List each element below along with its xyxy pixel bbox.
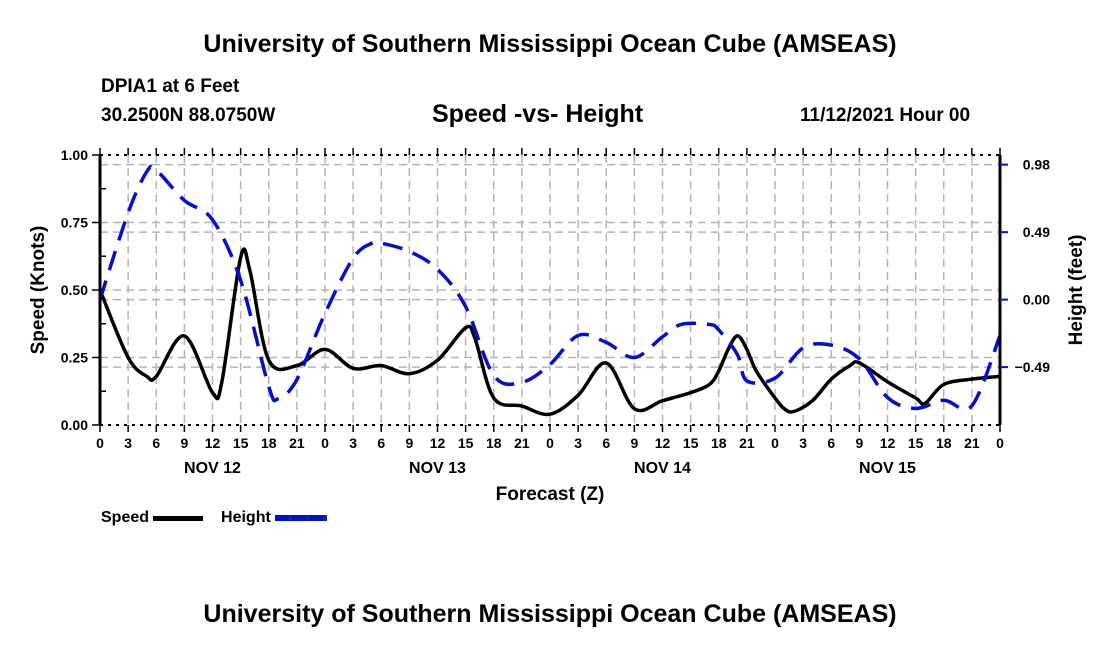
legend-height-swatch <box>274 515 327 521</box>
x-tick-label: 12 <box>880 435 896 451</box>
y-tick-label: 1.00 <box>61 147 88 163</box>
x-tick-label: 15 <box>908 435 924 451</box>
x-tick-label: 15 <box>683 435 699 451</box>
x-tick-label: 3 <box>799 435 807 451</box>
x-tick-label: 9 <box>405 435 413 451</box>
y2-tick-label: 0.49 <box>1023 224 1050 240</box>
x-tick-label: 12 <box>655 435 671 451</box>
x-tick-label: 0 <box>996 435 1004 451</box>
y-axis-label: Speed (Knots) <box>28 226 49 355</box>
x-tick-label: 15 <box>233 435 249 451</box>
legend-speed-swatch <box>153 515 204 521</box>
x-tick-label: 15 <box>458 435 474 451</box>
x-tick-label: 18 <box>936 435 952 451</box>
x-tick-label: 12 <box>205 435 221 451</box>
y-tick-label: 0.25 <box>61 350 88 366</box>
x-tick-label: 21 <box>289 435 305 451</box>
series-group <box>98 164 1002 417</box>
chart-title: Speed -vs- Height <box>432 100 644 128</box>
x-tick-label: 6 <box>827 435 835 451</box>
x-tick-label: 6 <box>152 435 160 451</box>
x-tick-label: 3 <box>349 435 357 451</box>
axes: 0 3 6 9 12 15 18 21 0 3 6 9 12 15 18 21 0 3 6 9 12 15 18 21 0 3 6 9… <box>61 147 1050 477</box>
coordinates-label: 30.2500N 88.0750W <box>101 105 276 126</box>
datetime-label: 11/12/2021 Hour 00 <box>800 105 971 126</box>
main-title: University of Southern Mississippi Ocean… <box>203 30 897 58</box>
day-label: NOV 15 <box>859 460 916 477</box>
x-tick-label: 0 <box>96 435 104 451</box>
x-tick-label: 3 <box>124 435 132 451</box>
x-tick-label: 12 <box>430 435 446 451</box>
day-label: NOV 14 <box>634 460 691 477</box>
y-tick-label: 0.50 <box>61 282 88 298</box>
footer-title: University of Southern Mississippi Ocean… <box>203 600 897 628</box>
y2-tick-label: −0.49 <box>1015 359 1051 375</box>
x-tick-label: 0 <box>321 435 329 451</box>
y-tick-label: 0.75 <box>61 215 88 231</box>
station-label: DPIA1 at 6 Feet <box>101 76 240 97</box>
x-tick-label: 0 <box>546 435 554 451</box>
x-tick-label: 18 <box>261 435 277 451</box>
legend: Speed Height <box>101 509 327 527</box>
x-tick-label: 21 <box>514 435 530 451</box>
y2-tick-label: 0.98 <box>1023 157 1050 173</box>
x-tick-label: 21 <box>739 435 755 451</box>
y-tick-label: 0.00 <box>61 417 88 433</box>
x-tick-label: 18 <box>711 435 727 451</box>
series-height-line <box>98 164 1002 412</box>
x-tick-label: 9 <box>180 435 188 451</box>
x-tick-label: 21 <box>964 435 980 451</box>
legend-height-label: Height <box>221 509 271 526</box>
x-tick-label: 6 <box>377 435 385 451</box>
x-tick-label: 9 <box>630 435 638 451</box>
y2-axis-label: Height (feet) <box>1066 235 1087 346</box>
x-axis-label: Forecast (Z) <box>496 484 605 505</box>
x-tick-label: 6 <box>602 435 610 451</box>
day-label: NOV 12 <box>184 460 241 477</box>
day-label: NOV 13 <box>409 460 466 477</box>
series-speed-line <box>98 247 1001 417</box>
x-tick-label: 3 <box>574 435 582 451</box>
x-tick-label: 18 <box>486 435 502 451</box>
x-tick-label: 9 <box>855 435 863 451</box>
x-tick-label: 0 <box>771 435 779 451</box>
legend-speed-label: Speed <box>101 509 150 526</box>
y2-tick-label: 0.00 <box>1023 292 1050 308</box>
